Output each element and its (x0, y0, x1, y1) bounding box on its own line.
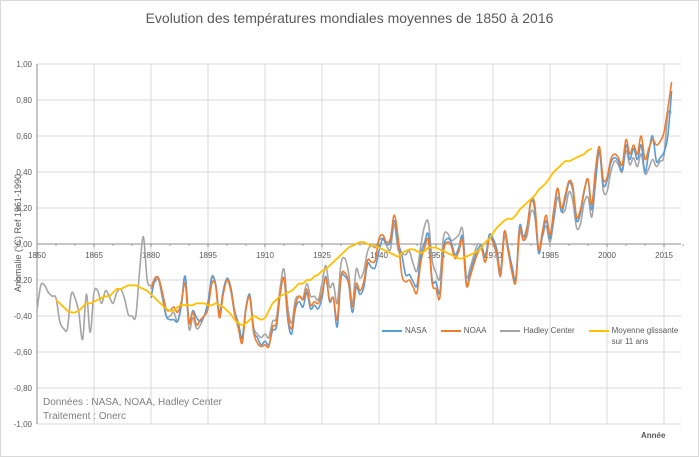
series-line-moyenne-glissante (55, 147, 593, 326)
x-tick-label: 1865 (85, 251, 103, 260)
x-tick-label: 1880 (142, 251, 160, 260)
x-tick-label: 1850 (28, 251, 46, 260)
source-note: Données : NASA, NOAA, Hadley Center Trai… (43, 396, 222, 424)
x-tick-label: 1910 (256, 251, 274, 260)
y-tick-label: -0,60 (14, 348, 33, 357)
series-line-nasa (150, 90, 673, 346)
axes (36, 64, 684, 424)
x-tick-label: 1925 (313, 251, 331, 260)
x-axis-title: Année (641, 431, 666, 440)
legend-item-noaa: NOAA (440, 325, 487, 336)
y-tick-label: 0,00 (16, 240, 32, 249)
y-tick-label: 0,80 (16, 96, 32, 105)
y-tick-label: 1,00 (16, 60, 32, 69)
legend: NASA NOAA Hadley Center Moyenne glissant… (382, 325, 690, 347)
series-line-noaa (150, 81, 673, 349)
series-lines (36, 81, 673, 349)
legend-item-moyenne: Moyenne glissante sur 11 ans (588, 325, 690, 347)
x-tick-label: 1985 (541, 251, 559, 260)
y-tick-label: -1,00 (14, 420, 33, 429)
tick-labels: 1,00 0,80 0,60 0,40 0,20 0,00 -0,20 -0,40 -0,60 -… (14, 60, 674, 429)
legend-swatch-hadley (500, 330, 521, 332)
y-tick-label: -0,40 (14, 312, 33, 321)
chart-title: Evolution des températures mondiales moy… (145, 10, 554, 26)
x-tick-label: 1955 (427, 251, 445, 260)
legend-item-nasa: NASA (382, 325, 427, 336)
y-tick-label: -0,20 (14, 276, 33, 285)
x-tick-label: 2015 (655, 251, 673, 260)
legend-swatch-noaa (440, 330, 461, 332)
legend-label: Moyenne glissante sur 11 ans (611, 326, 679, 346)
series-line-hadley (36, 109, 673, 341)
source-note-data: Données : NASA, NOAA, Hadley Center (43, 397, 222, 408)
x-tick-label: 2000 (598, 251, 616, 260)
legend-swatch-moyenne (588, 330, 609, 332)
legend-label: NOAA (463, 326, 487, 335)
x-tick-label: 1940 (370, 251, 388, 260)
legend-label: Hadley Center (523, 326, 575, 335)
y-tick-label: -0,80 (14, 384, 33, 393)
x-tick-label: 1895 (199, 251, 217, 260)
legend-swatch-nasa (382, 330, 402, 332)
legend-label: NASA (405, 326, 427, 335)
source-note-processing: Traitement : Onerc (43, 411, 126, 422)
x-tick-label: 1970 (484, 251, 502, 260)
y-tick-label: 0,20 (16, 204, 32, 213)
legend-item-hadley: Hadley Center (500, 325, 575, 336)
y-tick-label: 0,60 (16, 132, 32, 141)
y-tick-label: 0,40 (16, 168, 32, 177)
